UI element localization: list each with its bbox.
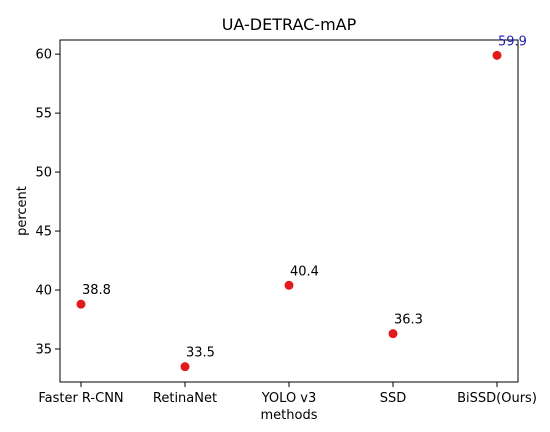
x-tick-label: SSD [380, 391, 407, 406]
x-axis-label: methods [261, 408, 318, 423]
data-point [388, 329, 398, 339]
data-label: 36.3 [394, 313, 423, 328]
data-point [180, 362, 190, 372]
x-tick-label: YOLO v3 [261, 391, 317, 406]
data-point [76, 299, 86, 309]
data-label: 33.5 [186, 346, 215, 361]
y-axis: 35 40 45 50 55 60 [35, 48, 60, 357]
data-label: 38.8 [82, 283, 111, 298]
y-tick-label: 50 [35, 166, 52, 181]
x-tick-label: RetinaNet [153, 391, 217, 406]
data-label: 59.9 [498, 34, 527, 49]
data-label: 40.4 [290, 264, 319, 279]
data-point [284, 280, 294, 290]
x-tick-label: BiSSD(Ours) [457, 391, 537, 406]
data-point [492, 50, 502, 60]
data-labels: 38.8 33.5 40.4 36.3 59.9 [82, 34, 527, 360]
plot-area-frame [59, 39, 519, 383]
y-tick-label: 35 [35, 342, 52, 357]
y-tick-label: 40 [35, 284, 52, 299]
y-tick-label: 60 [35, 48, 52, 63]
x-axis: Faster R-CNN RetinaNet YOLO v3 SSD BiSSD(Our… [38, 382, 537, 406]
y-tick-label: 55 [35, 107, 52, 122]
x-tick-label: Faster R-CNN [38, 391, 123, 406]
chart-title: UA-DETRAC-mAP [222, 15, 357, 34]
y-tick-label: 45 [35, 225, 52, 240]
data-points [76, 50, 502, 372]
y-axis-label: percent [15, 186, 30, 236]
